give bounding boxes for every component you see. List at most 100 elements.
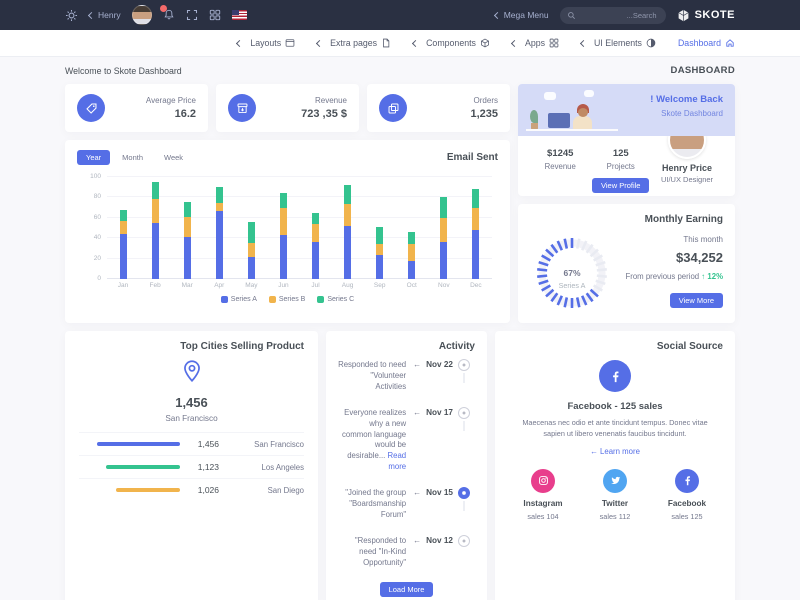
arrow-left-icon: ← xyxy=(413,488,422,498)
monthly-earning-card: Monthly Earning 67% Series A This month … xyxy=(518,204,735,323)
city-progress-bar xyxy=(97,442,181,446)
view-profile-button[interactable]: View Profile xyxy=(592,178,650,193)
menu-item-extra-pages[interactable]: Extra pages xyxy=(316,38,391,48)
earning-period: This month xyxy=(683,235,723,244)
welcome-banner-illustration: ! Welcome Back Skote Dashboard xyxy=(518,84,735,136)
email-chart-xlabels: Jan Feb Mar Apr May Jun Jul Aug Sep Oct Nov Dec xyxy=(107,282,492,289)
stat-label: Revenue xyxy=(314,96,347,105)
y-axis-tick: 60 xyxy=(93,213,101,221)
stacked-bar xyxy=(440,177,448,279)
tab-week[interactable]: Week xyxy=(155,150,192,165)
city-name: Los Angeles xyxy=(261,462,304,472)
social-twitter: Twitter sales 112 xyxy=(579,468,651,521)
avatar[interactable] xyxy=(131,5,152,25)
tab-year[interactable]: Year xyxy=(77,150,111,165)
load-more-button[interactable]: Load More xyxy=(379,581,434,597)
stacked-bar xyxy=(183,177,191,279)
x-axis-label: Jan xyxy=(117,282,129,289)
activity-text: Responded to need "Volunteer Activities xyxy=(338,360,407,391)
x-axis-label: Jul xyxy=(311,282,320,289)
activity-item: Everyone realizes why a new common langu… xyxy=(338,400,475,480)
menu-item-dashboard[interactable]: Dashboard xyxy=(678,38,735,48)
email-chart-plot: 0 20 40 60 80 100 xyxy=(90,173,492,282)
search-input[interactable] xyxy=(579,9,659,21)
legend-item-series-b[interactable]: Series B xyxy=(268,296,305,303)
social-sales: sales 104 xyxy=(527,511,559,521)
read-more-link[interactable]: Read more xyxy=(385,451,407,472)
skote-logo-icon xyxy=(677,9,690,22)
archive-in-icon xyxy=(228,94,256,122)
page-title: DASHBOARD xyxy=(670,65,735,76)
arrow-left-icon: ← xyxy=(590,446,598,456)
activity-item: "Joined the group "Boardsmanship Forum" ←… xyxy=(338,480,475,528)
monthly-earning-title: Monthly Earning xyxy=(644,214,723,225)
gear-icon[interactable] xyxy=(65,9,78,22)
y-axis-tick: 40 xyxy=(93,234,101,242)
activity-date: Nov 22 xyxy=(426,360,453,369)
stat-card-average-price: Average Price 16.2 xyxy=(65,84,208,132)
top-cities-title: Top Cities Selling Product xyxy=(180,341,304,352)
home-icon xyxy=(725,38,735,48)
x-axis-label: May xyxy=(245,282,258,289)
tab-month[interactable]: Month xyxy=(113,150,152,165)
chevron-down-icon xyxy=(579,39,588,47)
legend-item-series-a[interactable]: Series A xyxy=(220,296,257,303)
x-axis-label: Dec xyxy=(470,282,482,289)
x-axis-label: Oct xyxy=(406,282,417,289)
fullscreen-icon[interactable] xyxy=(186,9,198,21)
view-more-button[interactable]: View More xyxy=(669,293,723,308)
user-menu[interactable]: Henry xyxy=(87,10,121,20)
activity-text: "Responded to need "In-Kind Opportunity" xyxy=(354,535,407,567)
apps-grid-icon[interactable] xyxy=(209,9,221,21)
menu-item-label: UI Elements xyxy=(594,38,642,48)
email-sent-title: Email Sent xyxy=(446,152,498,163)
x-axis-label: Sep xyxy=(373,282,386,289)
top-cities-card: Top Cities Selling Product 1,456 San Fra… xyxy=(65,331,318,600)
chevron-down-icon xyxy=(493,11,501,19)
menu-item-layouts[interactable]: Layouts xyxy=(236,38,295,48)
chevron-down-icon xyxy=(510,39,519,47)
social-instagram: Instagram sales 104 xyxy=(507,468,579,521)
social-source-card: Social Source Facebook - 125 sales Maece… xyxy=(495,331,735,600)
stat-label: Orders xyxy=(473,96,498,105)
brand-logo[interactable]: SKOTE xyxy=(677,9,735,22)
chevron-down-icon xyxy=(316,39,324,47)
menu-item-label: Components xyxy=(426,38,476,48)
menu-item-components[interactable]: Components xyxy=(412,38,490,48)
x-axis-label: Feb xyxy=(149,282,161,289)
social-source-title: Social Source xyxy=(656,341,723,352)
x-axis-label: Mar xyxy=(181,282,193,289)
menubar-items: Layouts Extra pages Components Apps UI Eleme… xyxy=(236,38,735,48)
facebook-icon[interactable] xyxy=(675,468,699,493)
email-chart-legend: Series A Series B Series C xyxy=(77,296,498,303)
notification-badge xyxy=(159,5,167,12)
menu-item-apps[interactable]: Apps xyxy=(510,38,559,48)
instagram-icon[interactable] xyxy=(531,468,555,493)
projects-value: 125 xyxy=(612,148,629,159)
activity-text: "Joined the group "Boardsmanship Forum" xyxy=(345,488,407,519)
menu-item-ui-elements[interactable]: UI Elements xyxy=(579,38,656,48)
earning-delta: 12% xyxy=(707,272,723,281)
topbar: Henry Mega Menu SKOTE xyxy=(0,0,800,30)
city-progress-bar xyxy=(106,465,181,469)
gauge-value: 67% xyxy=(563,268,581,279)
stacked-bar xyxy=(472,177,480,279)
stacked-bar xyxy=(215,177,223,279)
twitter-icon[interactable] xyxy=(603,468,627,493)
menu-item-label: Extra pages xyxy=(330,38,378,48)
city-row-san-diego: 1,026 San Diego xyxy=(79,478,304,501)
learn-more-link[interactable]: ← Learn more xyxy=(590,447,640,456)
chevron-down-icon xyxy=(412,39,420,47)
activity-dot-icon xyxy=(458,487,470,500)
stacked-bar xyxy=(119,177,127,279)
activity-list: Responded to need "Volunteer Activities ←… xyxy=(338,352,475,576)
chevron-down-icon xyxy=(236,39,244,47)
facebook-icon[interactable] xyxy=(599,360,631,392)
us-flag-icon[interactable] xyxy=(231,10,247,20)
activity-item: "Responded to need "In-Kind Opportunity"… xyxy=(338,528,475,576)
mega-menu[interactable]: Mega Menu xyxy=(493,10,549,20)
map-pin-icon xyxy=(179,360,205,388)
legend-item-series-c[interactable]: Series C xyxy=(317,296,354,303)
activity-title: Activity xyxy=(438,341,475,352)
bell-icon[interactable] xyxy=(159,5,175,21)
